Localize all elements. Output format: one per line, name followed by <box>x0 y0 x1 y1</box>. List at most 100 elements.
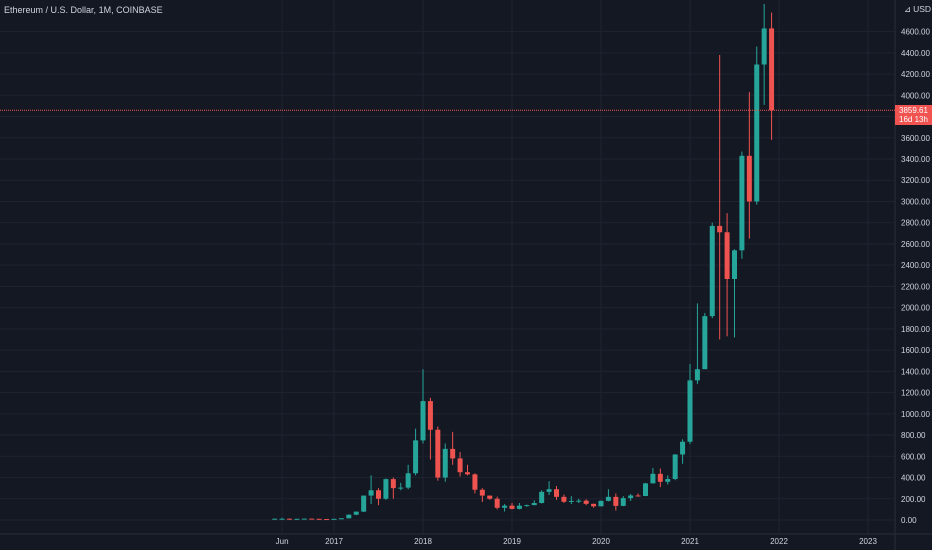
candle <box>546 481 552 496</box>
candle <box>605 489 611 502</box>
candle-body <box>316 518 322 520</box>
candle-body <box>672 454 678 480</box>
candle-body <box>465 472 470 475</box>
candle-body <box>576 500 582 502</box>
candle <box>457 452 463 477</box>
candle-body <box>709 225 715 317</box>
candle <box>583 499 589 506</box>
candle <box>613 493 619 511</box>
y-tick-label: 2000.00 <box>901 304 930 313</box>
y-tick-label: 200.00 <box>901 495 926 504</box>
candle-body <box>546 489 552 492</box>
candle-body <box>724 232 730 279</box>
chart-header: Ethereum / U.S. Dollar, 1M, COINBASE <box>4 5 163 15</box>
candle-body <box>583 500 589 504</box>
candle <box>494 496 500 510</box>
candle <box>309 518 315 520</box>
candle <box>709 222 715 319</box>
candle-body <box>338 518 344 520</box>
candle-body <box>383 479 389 499</box>
currency-selector[interactable]: ⊿ USD <box>904 4 932 16</box>
candle-body <box>294 518 300 520</box>
candle <box>331 518 337 520</box>
candle-body <box>761 28 767 65</box>
symbol-name[interactable]: Ethereum / U.S. Dollar <box>4 5 94 15</box>
candle-body <box>450 448 456 459</box>
candle <box>346 514 352 519</box>
current-price-tag: 3859.61 16d 13h <box>895 105 932 125</box>
candle-body <box>398 487 404 489</box>
candle <box>554 486 559 500</box>
candle <box>680 439 686 464</box>
candle <box>687 363 693 445</box>
candle-body <box>561 496 567 502</box>
y-tick-label: 800.00 <box>901 431 926 440</box>
interval-label[interactable]: 1M <box>98 5 112 15</box>
candle-body <box>272 518 278 520</box>
candle <box>294 518 300 520</box>
candle-body <box>516 505 522 509</box>
candle <box>398 482 404 491</box>
candle-body <box>472 474 478 490</box>
candle <box>657 468 663 488</box>
candle-body <box>531 503 537 506</box>
candle-body <box>739 155 745 251</box>
candle-body <box>717 225 723 233</box>
candle <box>272 518 278 520</box>
candle-body <box>331 518 337 520</box>
candle-body <box>301 518 307 520</box>
candle-body <box>442 448 448 478</box>
candle <box>516 503 522 510</box>
y-tick-label: 600.00 <box>901 452 926 461</box>
candle-body <box>457 458 463 473</box>
y-tick-label: 2600.00 <box>901 240 930 249</box>
candle-body <box>509 505 515 509</box>
candle-body <box>390 479 396 489</box>
candle <box>487 495 493 500</box>
candle-body <box>650 473 656 484</box>
y-tick-label: 400.00 <box>901 474 926 483</box>
candle-body <box>635 495 641 497</box>
candle-body <box>613 496 619 506</box>
candle <box>502 504 508 512</box>
x-tick-label: Jun <box>276 537 289 546</box>
y-tick-label: 4600.00 <box>901 28 930 37</box>
candle-body <box>353 511 359 515</box>
candle <box>279 517 285 520</box>
y-tick-label: 2400.00 <box>901 261 930 270</box>
candle-body <box>427 401 433 430</box>
candle-body <box>643 483 648 497</box>
candle-body <box>346 514 352 519</box>
x-tick-label: 2023 <box>859 537 877 546</box>
candle <box>383 478 389 500</box>
candle <box>413 428 419 476</box>
candle <box>376 488 381 506</box>
candle <box>316 518 322 520</box>
candle <box>732 249 737 338</box>
candle-body <box>368 490 374 496</box>
x-tick-label: 2017 <box>325 537 343 546</box>
candle <box>620 496 626 507</box>
candle <box>628 493 634 501</box>
candle-body <box>502 505 508 508</box>
candle <box>301 518 307 520</box>
x-tick-label: 2021 <box>681 537 699 546</box>
candle-body <box>524 505 530 507</box>
candle-body <box>591 503 597 507</box>
header-separator: , <box>93 5 99 15</box>
currency-label: USD <box>913 4 932 14</box>
candle-body <box>413 440 419 474</box>
candle <box>769 12 775 140</box>
candle-body <box>665 479 671 482</box>
lock-icon[interactable]: ⊿ <box>904 4 912 14</box>
y-axis-ticks: 0.00 200.00 400.00 600.00 800.00 1000.00 1200.… <box>901 28 930 525</box>
candle <box>665 475 671 485</box>
candle <box>754 46 760 205</box>
candle <box>338 518 344 520</box>
candle <box>390 477 396 499</box>
candle-body <box>420 401 426 441</box>
